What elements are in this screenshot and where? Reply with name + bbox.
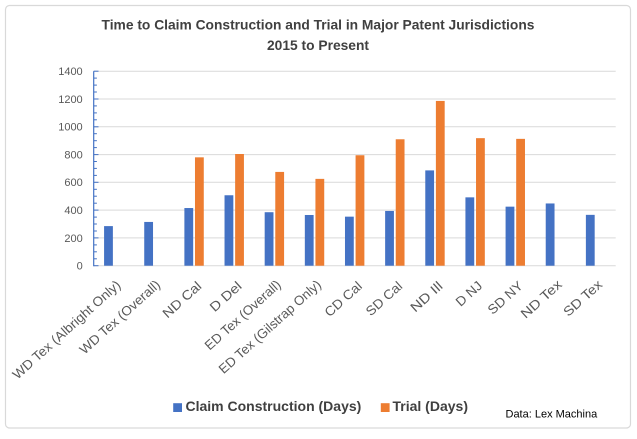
svg-text:600: 600 [64,177,82,189]
svg-text:Data: Lex Machina: Data: Lex Machina [506,409,599,421]
svg-text:800: 800 [64,150,82,162]
svg-text:2015 to Present: 2015 to Present [267,38,369,53]
svg-text:200: 200 [64,233,82,245]
svg-text:1000: 1000 [58,122,82,134]
svg-text:Time to Claim Construction and: Time to Claim Construction and Trial in … [102,18,535,33]
svg-text:Trial (Days): Trial (Days) [393,398,468,414]
svg-text:1200: 1200 [58,94,82,106]
svg-text:400: 400 [64,205,82,217]
svg-text:1400: 1400 [58,66,82,78]
svg-text:0: 0 [77,261,83,273]
svg-text:Claim Construction (Days): Claim Construction (Days) [186,398,362,414]
